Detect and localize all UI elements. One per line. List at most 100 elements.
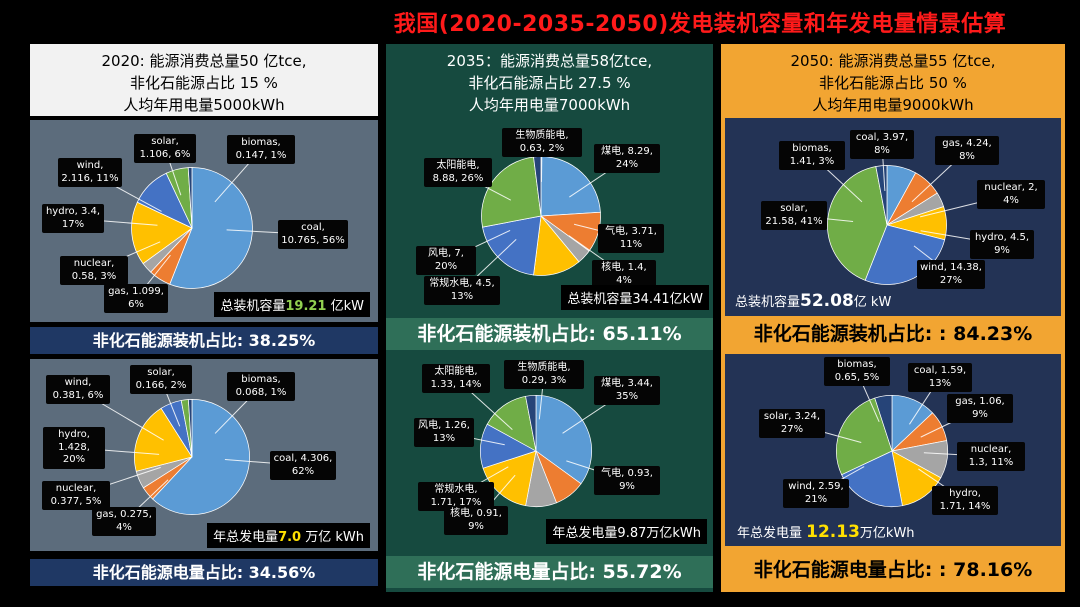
capacity-pie-panel-2020: solar, 1.106, 6% biomas, 0.147, 1% wind,… [30,120,378,322]
total-suffix: 亿kW [326,299,364,314]
total-prefix: 总装机容量 [567,292,633,307]
pie-label-gas: gas, 4.24, 8% [935,136,999,165]
pie-label-biomass: 生物质能电, 0.29, 3% [504,360,584,389]
pie-label-coal: coal, 10.765, 56% [278,220,348,249]
pie-label-gas: 气电, 3.71, 11% [598,224,664,253]
pie-label-nuclear: nuclear, 0.377, 5% [42,481,110,510]
capacity-share-bar-2020: 非化石能源装机占比: 38.25% [30,327,378,354]
total-prefix: 总装机容量 [220,299,286,314]
total-value: 12.13 [806,522,860,542]
column-2050: 2050: 能源消费总量55 亿tce, 非化石能源占比 50 % 人均年用电量… [721,44,1065,592]
header-line-1: 2050: 能源消费总量55 亿tce, [790,52,996,70]
scenario-header-2020: 2020: 能源消费总量50 亿tce, 非化石能源占比 15 % 人均年用电量… [30,44,378,116]
total-suffix: 亿kW [669,292,703,307]
pie-label-gas: gas, 1.099, 6% [104,284,168,313]
header-line-2: 非化石能源占比 27.5 % [468,74,631,92]
total-value: 9.87 [617,526,647,541]
generation-pie-2035 [479,394,592,508]
pie-label-hydro: 常规水电, 4.5, 13% [424,276,500,305]
pie-label-wind: 风电, 7, 20% [416,246,476,275]
capacity-total-2035: 总装机容量34.41亿kW [561,285,709,310]
total-suffix: 万亿kWh [859,526,915,541]
capacity-total-2020: 总装机容量19.21 亿kW [214,292,370,317]
generation-total-2050: 年总发电量 12.13万亿kWh [737,522,915,542]
total-prefix: 年总发电量 [737,526,807,541]
header-line-3: 人均年用电量5000kWh [123,96,285,114]
generation-total-2020: 年总发电量7.0 万亿 kWh [207,523,370,548]
pie-label-biomass: biomas, 1.41, 3% [779,141,845,170]
pie-slice-biomass [187,167,193,229]
pie-label-biomass: biomas, 0.65, 5% [824,357,890,386]
pie-label-gas: 气电, 0.93, 9% [594,466,660,495]
total-value: 34.41 [632,292,670,307]
total-suffix: 万亿 kWh [301,530,364,545]
pie-label-coal: coal, 1.59, 13% [908,363,972,392]
pie-label-coal: coal, 4.306, 62% [270,451,336,480]
capacity-share-bar-2050: 非化石能源装机占比: : 84.23% [753,323,1033,345]
pie-label-hydro: hydro, 1.71, 14% [932,486,998,515]
pie-label-solar: solar, 1.106, 6% [134,134,196,163]
pie-slice-biomass [188,399,193,458]
pie-label-gas: gas, 1.06, 9% [947,394,1013,423]
pie-slice-coal [540,156,601,217]
column-2035: 2035：能源消费总量58亿tce, 非化石能源占比 27.5 % 人均年用电量… [386,44,713,592]
pie-slice-biomass [525,394,537,452]
pie-label-solar: solar, 0.166, 2% [130,365,192,394]
capacity-pie-panel-2050: biomas, 1.41, 3% coal, 3.97, 8% gas, 4.2… [725,118,1061,316]
generation-pie-panel-2050: biomas, 0.65, 5% coal, 1.59, 13% gas, 1.… [725,354,1061,546]
pie-label-nuclear: nuclear, 1.3, 11% [957,442,1025,471]
scenario-columns: 2020: 能源消费总量50 亿tce, 非化石能源占比 15 % 人均年用电量… [30,44,1065,592]
total-value: 19.21 [285,299,327,314]
pie-label-nuclear: 核电, 0.91, 9% [444,506,508,535]
total-suffix: 亿 kW [853,295,892,310]
pie-label-solar: 太阳能电, 8.88, 26% [424,158,492,187]
total-prefix: 年总发电量 [213,530,279,545]
column-2020: 2020: 能源消费总量50 亿tce, 非化石能源占比 15 % 人均年用电量… [30,44,378,592]
pie-label-hydro: hydro, 3.4, 17% [42,204,104,233]
pie-label-gas: gas, 0.275, 4% [92,507,156,536]
capacity-pie-panel-2035: 生物质能电, 0.63, 2% 煤电, 8.29, 24% 太阳能电, 8.88… [386,116,713,314]
generation-pie-2020 [134,399,250,515]
header-line-2: 非化石能源占比 15 % [130,74,278,92]
generation-share-bar-2035: 非化石能源电量占比: 55.72% [386,556,713,588]
pie-label-coal: 煤电, 8.29, 24% [594,144,660,173]
total-value: 52.08 [800,291,854,311]
generation-share-bar-2020: 非化石能源电量占比: 34.56% [30,559,378,586]
header-line-1: 2035：能源消费总量58亿tce, [446,52,653,70]
pie-label-biomass: 生物质能电, 0.63, 2% [502,128,582,157]
pie-label-wind: wind, 2.116, 11% [58,158,122,187]
generation-total-2035: 年总发电量9.87万亿kWh [546,519,707,544]
pie-label-wind: wind, 14.38, 27% [917,260,985,289]
pie-label-wind: 风电, 1.26, 13% [414,418,474,447]
pie-label-coal: 煤电, 3.44, 35% [594,376,660,405]
generation-pie-panel-2035: 太阳能电, 1.33, 14% 生物质能电, 0.29, 3% 煤电, 3.44… [386,356,713,546]
capacity-share-bar-2035: 非化石能源装机占比: 65.11% [386,318,713,350]
header-line-1: 2020: 能源消费总量50 亿tce, [101,52,307,70]
capacity-pie-2020 [131,167,253,289]
pie-label-solar: solar, 21.58, 41% [761,201,827,230]
pie-label-wind: wind, 0.381, 6% [46,375,110,404]
pie-label-biomass: biomas, 0.147, 1% [227,135,295,164]
total-value: 7.0 [278,530,302,545]
pie-label-hydro: hydro, 1.428, 20% [43,427,105,469]
total-prefix: 总装机容量 [735,295,801,310]
pie-label-solar: 太阳能电, 1.33, 14% [422,364,490,393]
total-prefix: 年总发电量 [552,526,618,541]
pie-label-nuclear: nuclear, 2, 4% [977,180,1045,209]
pie-label-hydro: hydro, 4.5, 9% [970,230,1034,259]
header-line-2: 非化石能源占比 50 % [819,74,967,92]
total-suffix: 万亿kWh [646,526,701,541]
page-title: 我国(2020-2035-2050)发电装机容量和年发电量情景估算 [393,12,1007,37]
pie-label-coal: coal, 3.97, 8% [850,130,914,159]
scenario-header-2035: 2035：能源消费总量58亿tce, 非化石能源占比 27.5 % 人均年用电量… [386,50,713,116]
generation-pie-panel-2020: solar, 0.166, 2% biomas, 0.068, 1% wind,… [30,359,378,551]
header-line-3: 人均年用电量7000kWh [468,96,631,114]
capacity-pie-2035 [481,156,601,276]
pie-label-solar: solar, 3.24, 27% [759,409,825,438]
pie-label-wind: wind, 2.59, 21% [783,479,849,508]
generation-share-bar-2050: 非化石能源电量占比: : 78.16% [753,559,1033,581]
pie-label-biomass: biomas, 0.068, 1% [227,372,295,401]
pie-label-nuclear: nuclear, 0.58, 3% [60,256,128,285]
capacity-total-2050: 总装机容量52.08亿 kW [735,291,891,311]
scenario-header-2050: 2050: 能源消费总量55 亿tce, 非化石能源占比 50 % 人均年用电量… [721,50,1065,116]
